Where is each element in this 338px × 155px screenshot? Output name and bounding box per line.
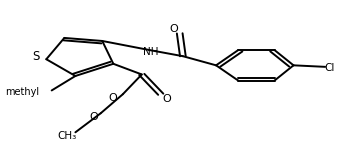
Text: methyl: methyl <box>41 90 46 91</box>
Text: O: O <box>169 24 178 34</box>
Text: methyl: methyl <box>5 86 39 97</box>
Text: S: S <box>32 50 40 63</box>
Text: NH: NH <box>143 47 159 57</box>
Text: O: O <box>162 94 171 104</box>
Text: O: O <box>108 93 117 103</box>
Text: CH₃: CH₃ <box>58 131 77 141</box>
Text: O: O <box>89 112 98 122</box>
Text: Cl: Cl <box>324 63 335 73</box>
